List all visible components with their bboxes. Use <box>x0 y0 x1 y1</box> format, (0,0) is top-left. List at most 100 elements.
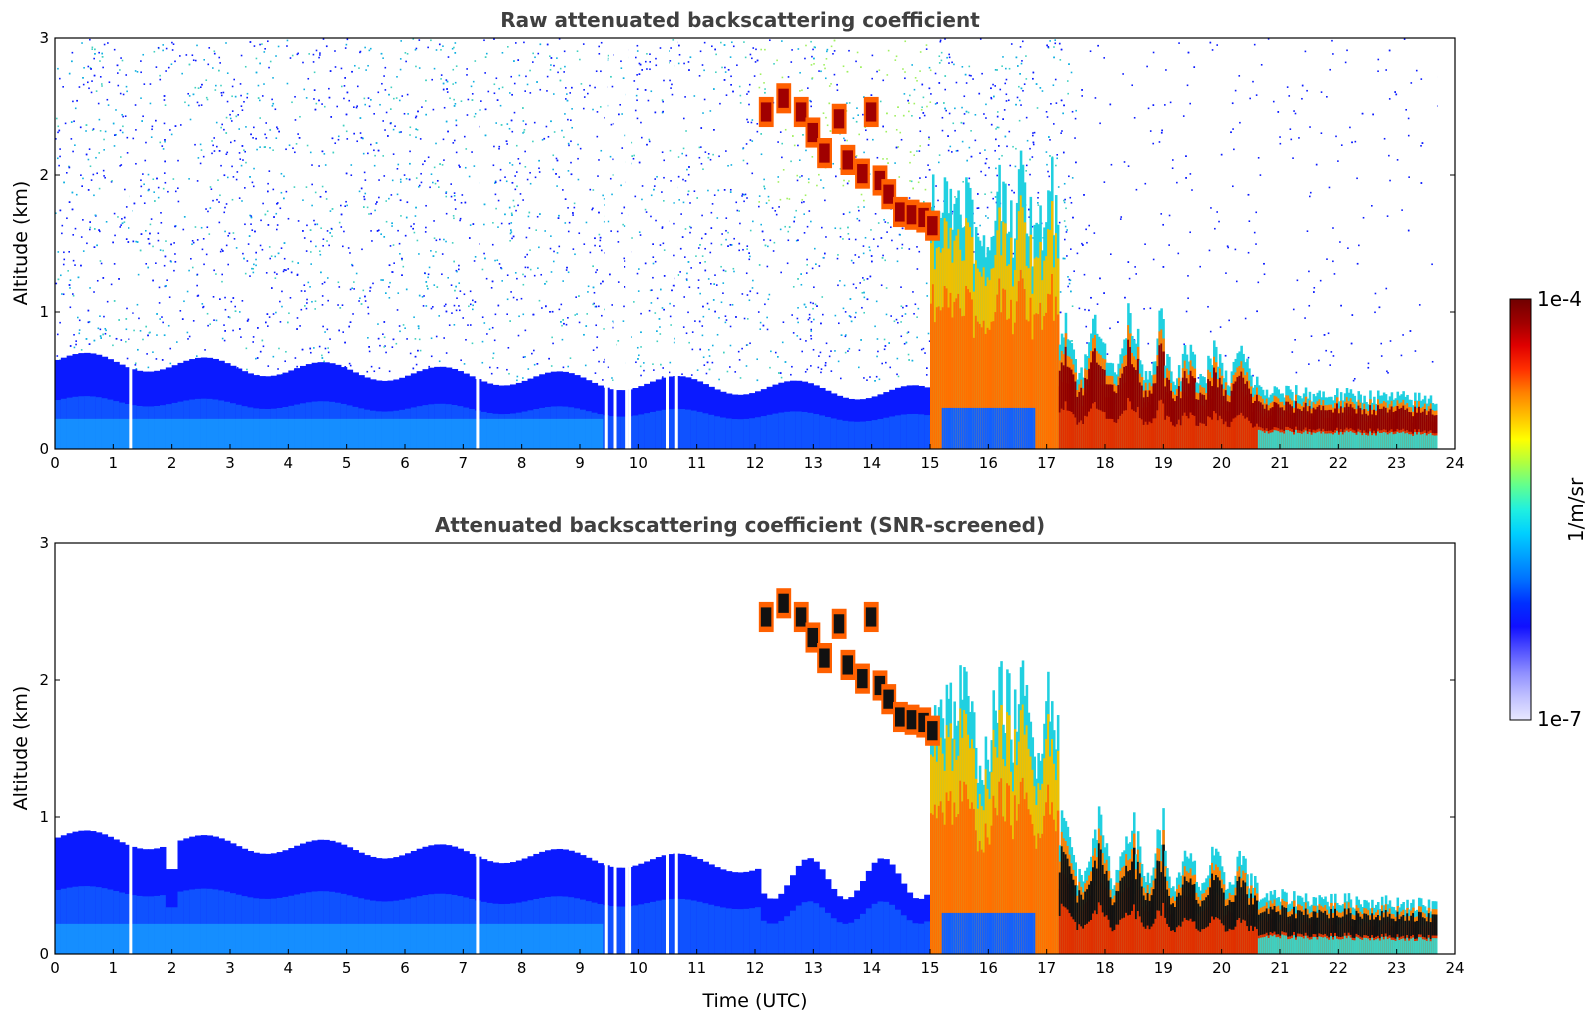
noise-dot <box>259 244 262 247</box>
noise-dot <box>863 296 866 299</box>
noise-dot <box>366 206 369 209</box>
noise-dot <box>140 195 142 197</box>
precip-core <box>1164 398 1167 449</box>
noise-dot <box>746 118 748 121</box>
noise-dot <box>399 181 402 183</box>
noise-dot <box>1209 41 1212 44</box>
noise-dot <box>895 55 898 58</box>
noise-dot <box>348 325 351 328</box>
noise-dot <box>1308 363 1310 365</box>
noise-dot <box>572 214 574 216</box>
noise-dot <box>252 271 255 274</box>
precip-blue-base <box>963 407 966 449</box>
noise-dot <box>702 168 704 171</box>
noise-dot <box>152 279 154 282</box>
noise-dot <box>225 153 228 156</box>
noise-dot <box>700 146 702 148</box>
noise-dot <box>775 213 778 216</box>
noise-dot <box>1088 309 1090 312</box>
noise-dot <box>251 267 253 270</box>
noise-dot <box>996 174 998 177</box>
noise-dot <box>824 364 827 367</box>
noise-dot <box>558 308 561 311</box>
noise-dot <box>1075 109 1077 112</box>
precip-core <box>1058 386 1062 449</box>
noise-dot <box>904 40 907 43</box>
noise-dot <box>511 214 513 216</box>
noise-dot <box>919 177 921 179</box>
noise-dot <box>564 113 566 115</box>
noise-dot <box>1063 182 1066 185</box>
noise-dot <box>984 174 987 177</box>
noise-dot <box>1068 282 1071 285</box>
noise-dot <box>663 79 665 82</box>
noise-dot <box>670 180 672 182</box>
noise-dot <box>836 83 838 86</box>
noise-dot <box>1333 273 1336 275</box>
noise-dot <box>863 279 865 281</box>
noise-dot <box>179 310 182 312</box>
noise-dot <box>425 281 428 283</box>
noise-dot <box>255 137 257 140</box>
noise-dot <box>264 133 266 136</box>
noise-dot <box>224 230 226 233</box>
noise-dot <box>1313 287 1316 289</box>
noise-dot <box>1233 148 1235 151</box>
noise-dot <box>382 279 384 281</box>
noise-dot <box>98 51 100 54</box>
noise-dot <box>232 297 235 299</box>
precip-core <box>1029 297 1033 449</box>
noise-dot <box>602 379 604 381</box>
noise-dot <box>165 285 167 287</box>
noise-dot <box>550 271 553 273</box>
noise-dot <box>397 163 400 166</box>
noise-dot <box>833 73 836 76</box>
noise-dot <box>172 43 175 45</box>
noise-dot <box>71 208 74 211</box>
noise-dot <box>776 59 778 62</box>
noise-dot <box>696 197 699 199</box>
noise-dot <box>509 239 511 242</box>
noise-dot <box>76 316 79 319</box>
noise-dot <box>282 270 285 273</box>
noise-dot <box>169 347 172 350</box>
noise-dot <box>321 150 324 153</box>
noise-dot <box>225 42 227 44</box>
noise-dot <box>231 95 233 98</box>
noise-dot <box>938 62 941 64</box>
noise-dot <box>729 56 732 58</box>
noise-dot <box>485 277 488 280</box>
noise-dot <box>536 215 539 218</box>
cloud-base-band <box>1144 390 1148 422</box>
noise-dot <box>200 149 203 151</box>
noise-dot <box>846 70 849 73</box>
noise-dot <box>240 54 243 57</box>
noise-dot <box>1094 97 1097 99</box>
noise-dot <box>216 198 218 201</box>
noise-dot <box>344 205 347 208</box>
noise-dot <box>1020 87 1023 90</box>
noise-dot <box>370 230 372 232</box>
noise-dot <box>529 268 532 271</box>
noise-dot <box>125 328 128 331</box>
noise-dot <box>1049 40 1051 42</box>
noise-dot <box>563 71 565 73</box>
noise-dot <box>522 377 524 379</box>
noise-dot <box>1059 291 1062 293</box>
noise-dot <box>1032 141 1035 144</box>
noise-dot <box>233 238 236 240</box>
precip-core <box>1011 334 1015 449</box>
noise-dot <box>340 226 343 228</box>
precip-core <box>1150 404 1154 449</box>
noise-dot <box>1003 109 1006 111</box>
bl-core <box>679 409 686 449</box>
noise-dot <box>292 147 294 150</box>
noise-dot <box>236 367 239 369</box>
noise-dot <box>441 253 444 255</box>
noise-dot <box>161 145 164 147</box>
noise-dot <box>862 277 864 279</box>
cloud-base-band <box>1191 376 1195 415</box>
noise-dot <box>217 179 219 181</box>
noise-dot <box>579 147 582 150</box>
noise-dot <box>839 227 842 230</box>
